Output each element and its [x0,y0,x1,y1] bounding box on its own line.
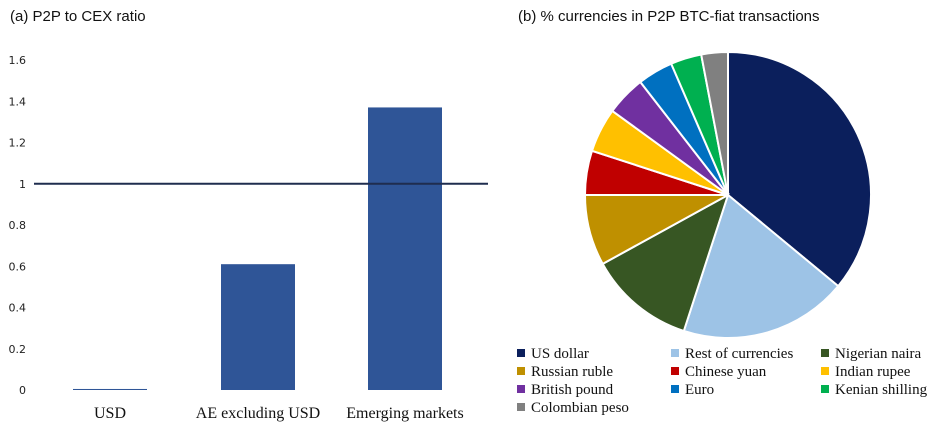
legend-label: British pound [531,382,614,398]
legend-swatch [671,367,679,375]
bar-chart-title: (a) P2P to CEX ratio [10,8,146,25]
y-tick-label: 0.8 [9,219,27,232]
legend-swatch [821,385,829,393]
y-tick-label: 0 [19,384,26,397]
y-tick-label: 1.4 [9,95,27,108]
legend-item: Indian rupee [821,364,910,381]
y-tick-label: 1.6 [9,54,27,67]
legend-item: US dollar [517,346,589,363]
bar [368,107,442,390]
y-tick-label: 1 [19,178,26,191]
legend-swatch [517,349,525,357]
legend-label: Russian ruble [531,364,614,380]
legend-swatch [517,385,525,393]
legend-item: Russian ruble [517,364,613,381]
x-tick-label: Emerging markets [346,405,463,422]
y-tick-label: 0.2 [9,343,27,356]
legend-swatch [671,349,679,357]
legend-item: British pound [517,382,613,399]
legend-swatch [821,367,829,375]
y-tick-label: 1.2 [9,137,27,150]
pie-slice [727,50,872,288]
legend-label: Colombian peso [531,400,629,416]
pie-slice [700,50,729,196]
pie-slice [682,193,840,339]
legend-label: Indian rupee [835,364,911,380]
legend-item: Euro [671,382,714,399]
x-tick-label: USD [94,405,126,422]
bar [221,264,295,390]
pie-slice [601,192,730,333]
legend-label: Euro [685,382,715,398]
legend-item: Nigerian naira [821,346,921,363]
legend-label: Kenian shilling [835,382,928,398]
legend-label: Rest of currencies [685,346,794,362]
legend-item: Chinese yuan [671,364,766,381]
pie-chart-title: (b) % currencies in P2P BTC-fiat transac… [518,8,820,25]
legend-label: Nigerian naira [835,346,922,362]
bar [73,388,147,390]
legend-swatch [517,403,525,411]
x-tick-label: AE excluding USD [196,405,320,422]
legend-swatch [517,367,525,375]
legend-item: Kenian shilling [821,382,927,399]
y-tick-label: 0.4 [9,302,27,315]
legend-item: Rest of currencies [671,346,793,363]
y-tick-label: 0.6 [9,260,27,273]
legend-label: Chinese yuan [685,364,767,380]
legend-item: Colombian peso [517,400,629,417]
legend-swatch [671,385,679,393]
legend-label: US dollar [531,346,589,362]
legend-swatch [821,349,829,357]
